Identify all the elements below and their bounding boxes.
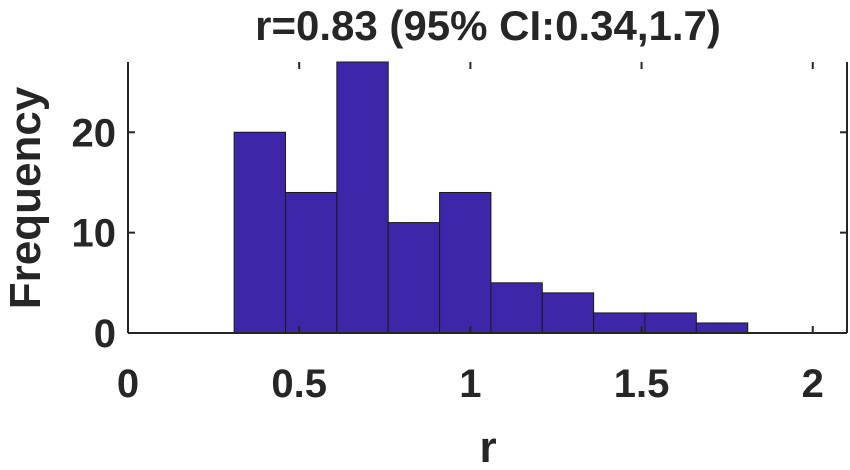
- histogram-bar: [490, 282, 543, 334]
- y-axis-label: Frequency: [1, 86, 50, 309]
- x-axis-label: r: [479, 423, 496, 470]
- y-tick-label: 20: [72, 111, 117, 155]
- histogram-bar: [233, 131, 286, 334]
- histogram-bar: [387, 222, 441, 334]
- y-tick-labels: 0 10 20: [72, 111, 117, 356]
- x-tick-labels: 0 0.5 1 1.5 2: [117, 362, 824, 406]
- histogram-bar: [593, 312, 646, 334]
- x-tick-label: 1.5: [614, 362, 670, 406]
- histogram-bar: [695, 322, 749, 334]
- histogram-bar: [284, 191, 338, 334]
- histogram-bar: [541, 292, 595, 334]
- x-tick-label: 0.5: [271, 362, 327, 406]
- histogram-bar: [644, 312, 697, 334]
- x-tick-label: 1: [459, 362, 481, 406]
- histogram-bars: [233, 61, 749, 334]
- x-tick-label: 0: [117, 362, 139, 406]
- histogram-bar: [439, 191, 492, 334]
- histogram-bar: [336, 61, 389, 334]
- chart-title: r=0.83 (95% CI:0.34,1.7): [255, 2, 721, 49]
- y-tick-label: 0: [94, 312, 116, 356]
- axes: [127, 62, 848, 334]
- x-tick-label: 2: [802, 362, 824, 406]
- y-tick-label: 10: [72, 212, 117, 256]
